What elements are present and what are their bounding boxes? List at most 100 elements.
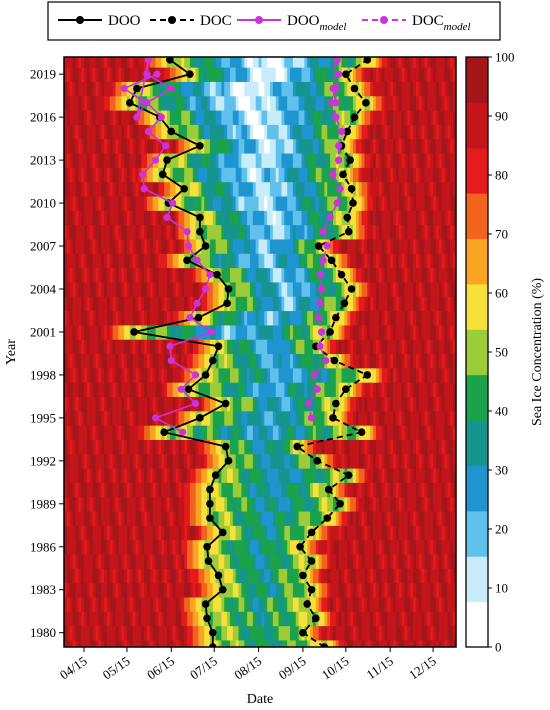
heatmap-cell — [327, 310, 331, 326]
heatmap-cell — [384, 296, 388, 312]
heatmap-cell — [407, 324, 411, 340]
heatmap-cell — [378, 611, 383, 627]
heatmap-cell — [132, 525, 137, 541]
heatmap-cell — [375, 210, 380, 226]
heatmap-cell — [298, 553, 303, 569]
heatmap-cell — [281, 596, 285, 612]
heatmap-cell — [135, 439, 139, 455]
heatmap-cell — [138, 238, 142, 254]
heatmap-cell — [124, 467, 128, 483]
heatmap-cell — [132, 453, 137, 469]
heatmap-cell — [350, 568, 354, 584]
heatmap-cell — [118, 425, 122, 440]
heatmap-cell — [138, 625, 142, 641]
heatmap-cell — [112, 510, 117, 526]
heatmap-cell — [209, 382, 214, 397]
heatmap-cell — [364, 439, 368, 455]
heatmap-cell — [427, 210, 431, 226]
heatmap-cell — [238, 138, 243, 154]
heatmap-cell — [227, 167, 231, 183]
heatmap-cell — [86, 224, 91, 240]
heatmap-cell — [178, 396, 182, 412]
heatmap-cell — [149, 324, 154, 340]
heatmap-cell — [315, 224, 320, 240]
heatmap-cell — [84, 510, 88, 526]
heatmap-cell — [106, 496, 111, 512]
heatmap-cell — [370, 267, 374, 283]
heatmap-cell — [247, 496, 251, 512]
heatmap-cell — [332, 496, 337, 512]
heatmap-cell — [64, 339, 68, 355]
heatmap-cell — [144, 281, 148, 297]
heatmap-cell — [321, 167, 325, 183]
heatmap-cell — [358, 496, 363, 512]
heatmap-cell — [98, 210, 102, 226]
heatmap-cell — [255, 525, 260, 541]
heatmap-cell — [101, 625, 105, 641]
heatmap-cell — [181, 152, 185, 168]
heatmap-cell — [161, 553, 165, 569]
heatmap-cell — [398, 568, 403, 584]
heatmap-cell — [64, 425, 68, 440]
heatmap-cell — [244, 367, 248, 383]
heatmap-cell — [229, 324, 234, 340]
heatmap-cell — [381, 167, 386, 183]
heatmap-cell — [395, 482, 400, 498]
heatmap-cell — [272, 625, 277, 641]
heatmap-cell — [444, 195, 449, 211]
heatmap-cell — [304, 281, 308, 297]
heatmap-cell — [364, 296, 368, 312]
heatmap-cell — [135, 425, 139, 440]
heatmap-cell — [361, 639, 366, 647]
heatmap-cell — [212, 539, 217, 555]
heatmap-cell — [89, 568, 94, 584]
heatmap-cell — [418, 138, 423, 154]
heatmap-cell — [358, 152, 363, 168]
heatmap-cell — [89, 539, 94, 555]
heatmap-cell — [427, 625, 431, 641]
heatmap-cell — [375, 238, 380, 254]
heatmap-cell — [138, 396, 142, 412]
heatmap-cell — [304, 253, 308, 269]
heatmap-cell — [144, 596, 148, 612]
heatmap-cell — [104, 367, 108, 383]
heatmap-cell — [112, 181, 117, 197]
heatmap-cell — [424, 453, 428, 469]
heatmap-cell — [332, 152, 337, 168]
heatmap-cell — [235, 425, 240, 440]
heatmap-cell — [355, 167, 360, 183]
heatmap-cell — [418, 181, 423, 197]
heatmap-cell — [195, 525, 200, 541]
heatmap-cell — [347, 611, 351, 627]
heatmap-cell — [169, 510, 174, 526]
heatmap-cell — [355, 238, 360, 254]
heatmap-cell — [167, 496, 171, 512]
heatmap-cell — [375, 324, 380, 340]
heatmap-cell — [430, 596, 434, 612]
heatmap-cell — [350, 639, 354, 647]
heatmap-cell — [184, 310, 188, 326]
heatmap-cell — [167, 382, 171, 397]
heatmap-cell — [430, 238, 434, 254]
heatmap-cell — [450, 339, 454, 355]
heatmap-cell — [338, 453, 343, 469]
heatmap-cell — [255, 296, 260, 312]
heatmap-row — [64, 152, 456, 168]
heatmap-cell — [344, 553, 348, 569]
heatmap-cell — [433, 253, 437, 269]
heatmap-cell — [221, 568, 225, 584]
heatmap-cell — [281, 625, 285, 641]
heatmap-cell — [410, 596, 414, 612]
heatmap-cell — [241, 410, 245, 426]
heatmap-cell — [224, 467, 228, 483]
heatmap-cell — [327, 339, 331, 355]
heatmap-cell — [252, 496, 257, 512]
heatmap-cell — [101, 525, 105, 541]
heatmap-cell — [295, 525, 300, 541]
heatmap-cell — [395, 353, 400, 369]
heatmap-cell — [393, 224, 397, 240]
heatmap-cell — [275, 281, 280, 297]
heatmap-cell — [401, 510, 406, 526]
heatmap-cell — [290, 482, 294, 498]
heatmap-cell — [124, 410, 128, 426]
